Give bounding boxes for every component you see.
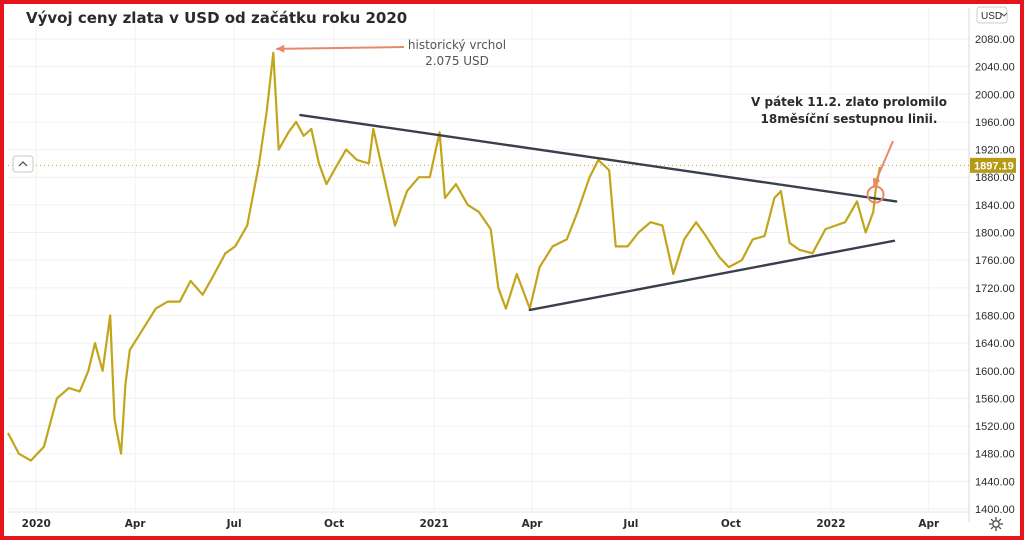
y-tick-label: 1480.00: [975, 449, 1015, 461]
y-tick-label: 1520.00: [975, 421, 1015, 433]
currency-label: USD: [981, 11, 1002, 22]
y-tick-label: 1800.00: [975, 228, 1015, 240]
x-tick-label: Oct: [324, 518, 344, 530]
breakout-circle: [866, 185, 885, 204]
x-tick-label: Apr: [125, 518, 147, 530]
y-tick-label: 1640.00: [975, 338, 1015, 350]
axis: [8, 8, 970, 522]
chart-title: Vývoj ceny zlata v USD od začátku roku 2…: [26, 9, 407, 27]
x-tick-label: Apr: [522, 518, 544, 530]
x-tick-label: Oct: [721, 518, 741, 530]
breakout-annotation-text: V pátek 11.2. zlato prolomilo: [751, 95, 947, 109]
trend-line: [299, 113, 898, 203]
y-tick-label: 2040.00: [975, 62, 1015, 74]
y-tick-label: 1840.00: [975, 200, 1015, 212]
annotation-arrow: [872, 140, 894, 187]
last-price-tag: 1897.19: [970, 157, 1016, 173]
gear-icon: [992, 520, 1000, 528]
x-tick-label: Apr: [918, 518, 940, 530]
currency-dropdown[interactable]: USD: [976, 6, 1008, 24]
annotations: historický vrchol 2.075 USD V pátek 11.2. …: [276, 38, 947, 204]
x-tick-label: 2020: [22, 518, 51, 530]
price-axis-ticks: 2080.00 2040.00 2000.00 1960.00 1920.00 1880.…: [975, 34, 1015, 516]
trend-line: [528, 239, 896, 312]
y-tick-label: 1400.00: [975, 504, 1015, 516]
y-tick-label: 1440.00: [975, 476, 1015, 488]
gold-price-line: [7, 51, 881, 462]
time-axis-ticks: 2020 Apr Jul Oct 2021 Apr Jul Oct 2022 Apr: [22, 518, 940, 530]
grid: [8, 8, 969, 512]
y-tick-label: 1600.00: [975, 366, 1015, 378]
peak-annotation-text: 2.075 USD: [425, 54, 489, 68]
annotation-arrow: [276, 46, 405, 50]
chevron-up-icon: [18, 161, 28, 167]
x-tick-label: Jul: [622, 518, 638, 530]
x-tick-label: Jul: [226, 518, 242, 530]
y-tick-label: 2080.00: [975, 34, 1015, 46]
y-tick-label: 1760.00: [975, 255, 1015, 267]
y-tick-label: 1560.00: [975, 393, 1015, 405]
x-tick-label: 2021: [420, 518, 449, 530]
arrow-head: [872, 177, 881, 187]
trend-lines: [299, 113, 898, 312]
y-tick-label: 2000.00: [975, 89, 1015, 101]
collapse-button[interactable]: [12, 155, 34, 173]
breakout-annotation-text: 18měsíční sestupnou linii.: [761, 112, 938, 126]
last-price-value: 1897.19: [974, 160, 1014, 172]
y-tick-label: 1960.00: [975, 117, 1015, 129]
y-tick-label: 1880.00: [975, 172, 1015, 184]
arrow-head: [276, 44, 285, 53]
settings-button[interactable]: [988, 516, 1004, 532]
y-tick-label: 1680.00: [975, 310, 1015, 322]
y-tick-label: 1920.00: [975, 145, 1015, 157]
chevron-down-icon: [1000, 12, 1008, 17]
y-tick-label: 1720.00: [975, 283, 1015, 295]
peak-annotation-text: historický vrchol: [408, 38, 506, 52]
x-tick-label: 2022: [816, 518, 845, 530]
